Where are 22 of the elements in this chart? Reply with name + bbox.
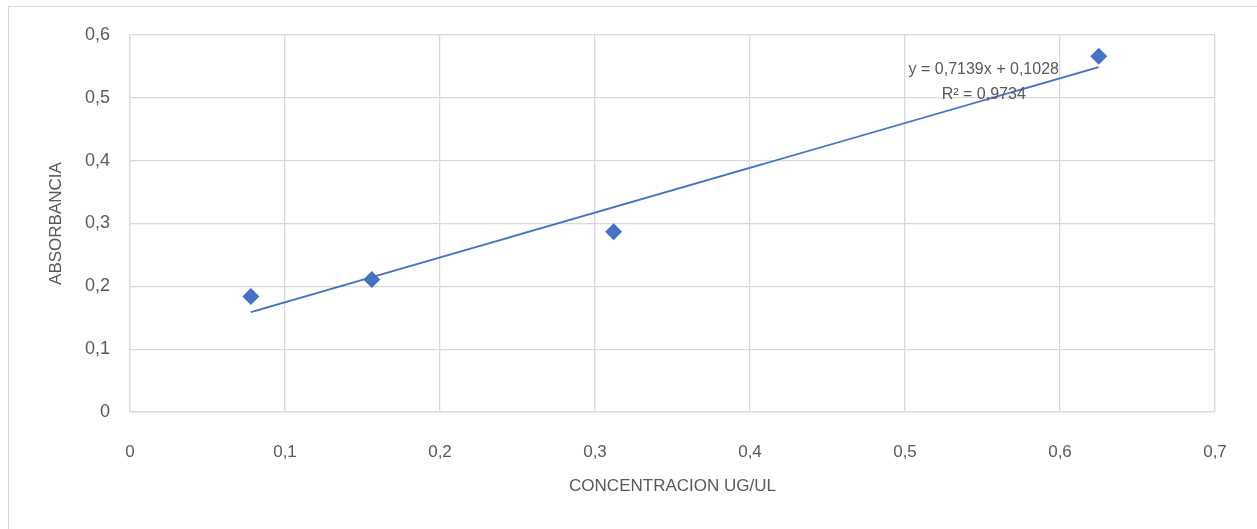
- x-tick-label: 0,3: [583, 441, 607, 461]
- point: [363, 270, 381, 288]
- x-axis-title: CONCENTRACION UG/UL: [569, 476, 776, 496]
- point: [605, 223, 623, 241]
- y-tick-label: 0,2: [84, 275, 110, 296]
- y-tick-label: 0: [99, 400, 110, 421]
- annotation: y = 0,7139x + 0,1028: [908, 60, 1060, 78]
- x-tick-label: 0,6: [1048, 441, 1072, 461]
- x-tick-label: 0,2: [428, 441, 452, 461]
- x-tick-label: 0,4: [738, 441, 762, 461]
- y-tick-label: 0,6: [84, 23, 110, 44]
- x-tick-label: 0,7: [1203, 441, 1227, 461]
- y-tick-label: 0,5: [84, 86, 110, 107]
- y-tick-label: 0,1: [84, 338, 110, 359]
- y-tick-label: 0,3: [84, 212, 110, 233]
- point: [242, 287, 260, 305]
- x-tick-label: 0: [125, 441, 135, 461]
- y-axis-title: ABSORBANCIA: [45, 161, 65, 285]
- x-tick-label: 0,1: [273, 441, 297, 461]
- point: [1090, 47, 1108, 65]
- y-tick-label: 0,4: [84, 149, 110, 170]
- x-tick-label: 0,5: [893, 441, 917, 461]
